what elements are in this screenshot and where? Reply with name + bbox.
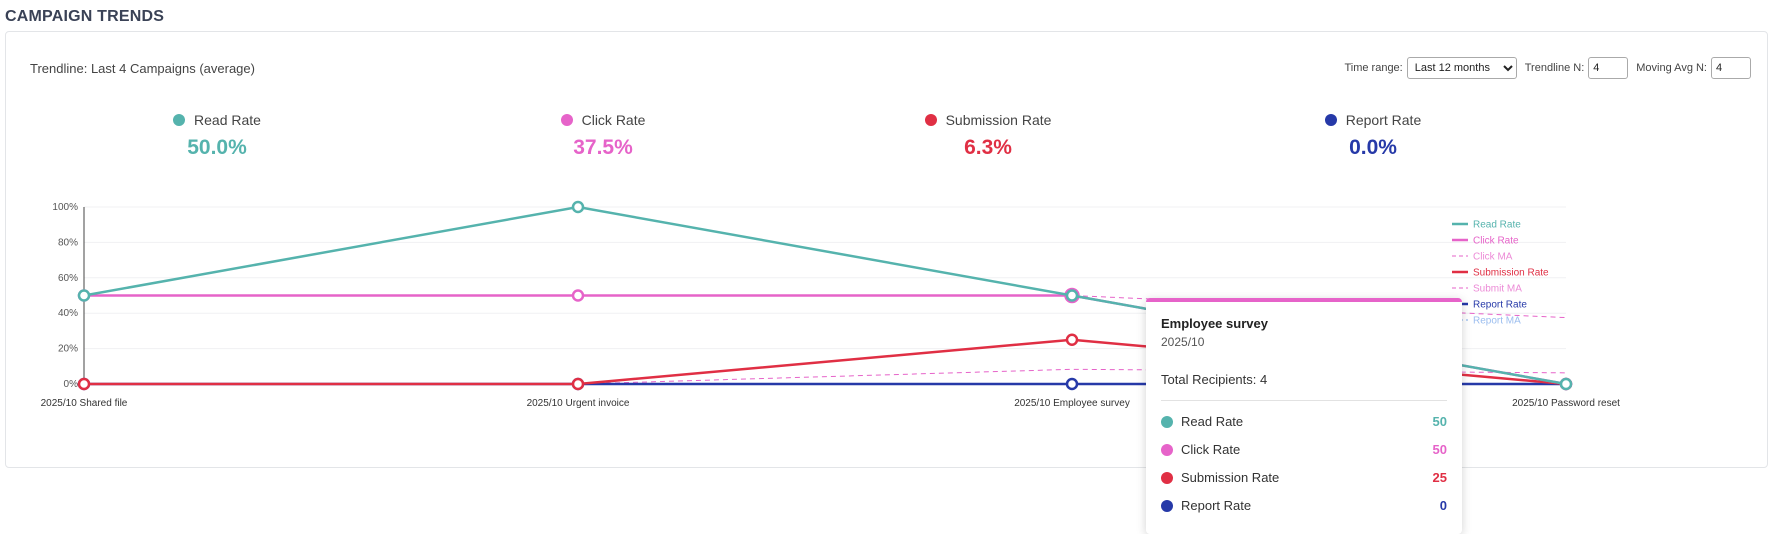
read-rate-dot: [173, 114, 186, 126]
trendline-n-input[interactable]: [1588, 57, 1629, 79]
data-point: [1065, 333, 1079, 346]
summary-value: 0.0%: [1349, 136, 1397, 159]
moving-avg-input[interactable]: [1711, 57, 1751, 79]
y-tick-label: 80%: [58, 237, 78, 248]
tooltip-row-label: Read Rate: [1181, 414, 1244, 429]
y-tick-label: 100%: [52, 202, 78, 213]
click-rate-dot: [560, 114, 573, 126]
data-point: [1065, 289, 1079, 302]
tooltip-row-label: Submission Rate: [1181, 470, 1280, 485]
tooltip-row-read: Read Rate 50: [1161, 414, 1447, 429]
summary-value: 50.0%: [187, 136, 247, 159]
legend-label: Read Rate: [1473, 220, 1521, 231]
tooltip-dot: [1161, 471, 1173, 484]
x-tick-label: 2025/10 Employee survey: [1014, 398, 1130, 409]
data-point: [571, 289, 585, 302]
summary-submission-rate: Submission Rate 6.3%: [888, 112, 1088, 160]
trendline-n-label: Trendline N:: [1524, 62, 1585, 74]
summary-label: Click Rate: [581, 112, 646, 128]
legend-label: Report Rate: [1473, 300, 1527, 311]
y-tick-label: 40%: [58, 308, 78, 319]
tooltip-row-value: 50: [1432, 414, 1447, 429]
x-tick-label: 2025/10 Password reset: [1512, 398, 1620, 409]
y-tick-label: 0%: [64, 379, 79, 390]
summary-read-rate: Read Rate 50.0%: [117, 112, 317, 160]
tooltip-dot: [1161, 443, 1173, 456]
page-title: CAMPAIGN TRENDS: [5, 8, 165, 25]
summary-label: Read Rate: [194, 112, 261, 128]
tooltip-title: Employee survey: [1161, 316, 1268, 331]
data-point: [1559, 377, 1573, 391]
time-range-select[interactable]: Last 12 months: [1406, 57, 1517, 79]
legend-label: Submit MA: [1473, 284, 1522, 295]
summary-value: 37.5%: [573, 136, 633, 159]
data-point: [571, 200, 585, 214]
summary-report-rate: Report Rate 0.0%: [1273, 112, 1473, 160]
y-tick-label: 20%: [58, 344, 78, 355]
y-tick-label: 60%: [58, 273, 78, 284]
legend-label: Submission Rate: [1473, 268, 1549, 279]
tooltip-dot: [1161, 415, 1173, 428]
chart-tooltip: Employee survey 2025/10 Total Recipients…: [1146, 298, 1462, 534]
submission-rate-dot: [924, 114, 937, 126]
summary-label: Report Rate: [1345, 112, 1422, 128]
summary-value: 6.3%: [964, 136, 1012, 159]
x-tick-label: 2025/10 Urgent invoice: [527, 398, 630, 409]
summary-label: Submission Rate: [945, 112, 1052, 128]
tooltip-row-label: Click Rate: [1181, 442, 1241, 457]
x-tick-label: 2025/10 Shared file: [41, 398, 128, 409]
moving-avg-label: Moving Avg N:: [1636, 62, 1707, 74]
report-rate-dot: [1324, 114, 1337, 126]
tooltip-row-value: 25: [1432, 470, 1447, 485]
data-point: [1065, 377, 1079, 391]
tooltip-date: 2025/10: [1161, 335, 1205, 349]
chart-controls: Time range: Last 12 months Trendline N: …: [1344, 57, 1751, 79]
data-point: [77, 377, 91, 391]
tooltip-row-submission: Submission Rate 25: [1161, 470, 1447, 485]
tooltip-total: Total Recipients: 4: [1161, 372, 1447, 401]
tooltip-row-click: Click Rate 50: [1161, 442, 1447, 457]
trend-chart: 0% 20% 40% 60% 80% 100% 2025/10 Shared file 202…: [41, 200, 1620, 409]
summary-click-rate: Click Rate 37.5%: [503, 112, 703, 160]
legend-label: Click MA: [1473, 252, 1513, 263]
legend-label: Report MA: [1473, 316, 1521, 327]
tooltip-row-value: 50: [1432, 442, 1447, 457]
trendline-label: Trendline: Last 4 Campaigns (average): [30, 61, 255, 76]
time-range-label: Time range:: [1344, 62, 1403, 74]
campaign-trends-card: Trendline: Last 4 Campaigns (average) Ti…: [5, 31, 1768, 534]
legend-label: Click Rate: [1473, 236, 1519, 247]
data-point: [77, 289, 91, 302]
data-point: [571, 377, 585, 391]
